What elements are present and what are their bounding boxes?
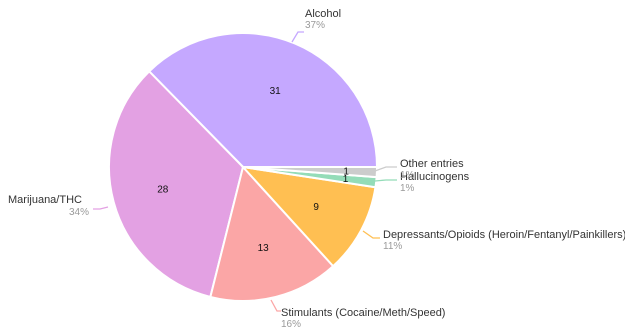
slice-name-label: Hallucinogens xyxy=(400,171,470,183)
slice-name-label: Depressants/Opioids (Heroin/Fentanyl/Pai… xyxy=(383,229,625,241)
slice-percent-label: 1% xyxy=(400,170,415,181)
slice-name-label: Marijuana/THC xyxy=(8,194,82,206)
pie-slice-stimulants-cocaine-meth-speed xyxy=(209,164,335,302)
slice-value-label: 1 xyxy=(343,174,349,185)
slice-value-label: 31 xyxy=(270,86,282,97)
slice-name-label: Alcohol xyxy=(305,8,341,20)
leader-line xyxy=(374,179,397,182)
slice-value-label: 1 xyxy=(343,166,349,177)
slice-value-label: 13 xyxy=(258,243,270,254)
slice-percent-label: 1% xyxy=(400,183,415,194)
slice-value-label: 9 xyxy=(313,202,319,213)
pie-slice-alcohol xyxy=(147,32,379,168)
leader-line xyxy=(291,31,304,43)
pie-slice-other-entries xyxy=(242,166,379,179)
slice-name-label: Other entries xyxy=(400,158,464,170)
leader-line xyxy=(93,206,109,210)
slice-name-label: Stimulants (Cocaine/Meth/Speed) xyxy=(281,307,445,319)
slice-value-label: 28 xyxy=(157,184,169,195)
slice-percent-label: 34% xyxy=(69,207,89,218)
leader-line xyxy=(270,299,281,312)
pie-slice-marijuana-thc xyxy=(108,69,245,299)
leader-line xyxy=(362,230,380,239)
leader-line xyxy=(374,166,397,172)
slice-percent-label: 11% xyxy=(383,241,402,252)
slice-percent-label: 37% xyxy=(305,20,325,31)
slice-percent-label: 16% xyxy=(281,319,301,329)
pie-slice-depressants-opioids-heroin-fentanyl-painkillers xyxy=(240,165,377,268)
